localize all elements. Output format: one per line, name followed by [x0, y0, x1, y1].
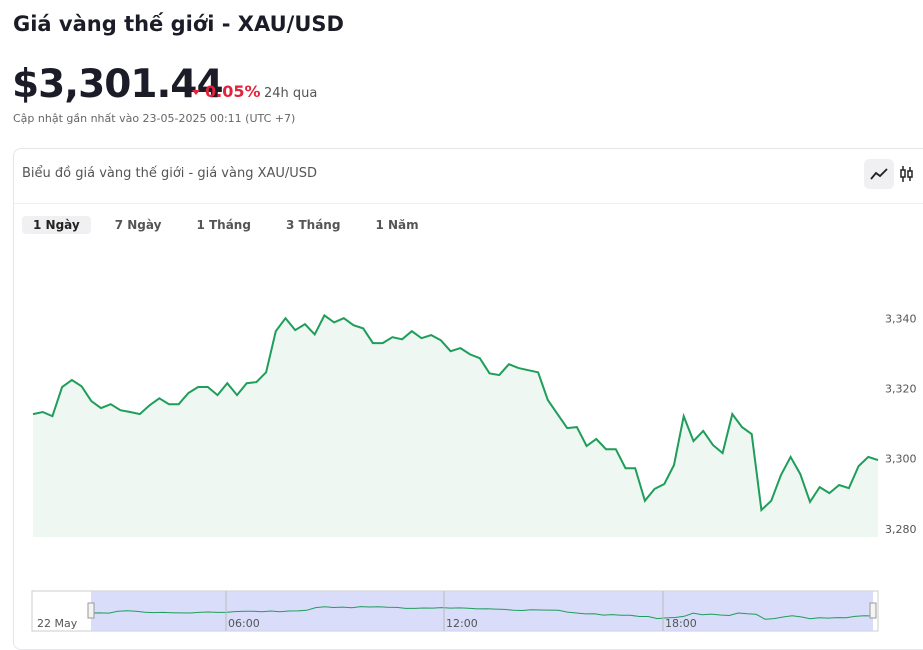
- line-icon: [870, 168, 888, 180]
- price-line: [32, 313, 879, 513]
- y-tick-label: 3,340: [885, 312, 917, 325]
- range-tab[interactable]: 1 Tháng: [196, 218, 251, 232]
- range-tab[interactable]: 7 Ngày: [114, 218, 162, 232]
- down-arrow: [192, 90, 200, 95]
- navigator-handle[interactable]: [869, 602, 877, 619]
- navigator-selection: [91, 591, 873, 631]
- change: 0.05%: [205, 82, 261, 101]
- y-tick-label: 3,300: [885, 453, 917, 466]
- y-tick-label: 3,280: [885, 523, 917, 536]
- navigator-handle[interactable]: [87, 602, 95, 619]
- candle-button[interactable]: [900, 166, 913, 182]
- navigator-label: 18:00: [665, 617, 697, 630]
- card-title: Biểu đồ giá vàng thế giới - giá vàng XAU…: [22, 166, 318, 181]
- separator: [14, 203, 923, 204]
- price: $3,301.44: [12, 62, 224, 107]
- line-chart-button[interactable]: [864, 159, 894, 189]
- range-tab[interactable]: 3 Tháng: [285, 218, 341, 232]
- range-tab[interactable]: 1 Ngày: [22, 216, 91, 234]
- updated-time: Cập nhật gần nhất vào 23-05-2025 00:11 (…: [13, 112, 296, 125]
- y-tick-label: 3,320: [885, 383, 917, 396]
- chart-type-toggle: [864, 159, 913, 189]
- page-title: Giá vàng thế giới - XAU/USD: [13, 12, 344, 36]
- change-period: 24h qua: [264, 86, 318, 101]
- navigator-label: 12:00: [446, 617, 478, 630]
- navigator-label: 06:00: [228, 617, 260, 630]
- range-tabs: 1 Ngày 7 Ngày 1 Tháng 3 Tháng 1 Năm: [22, 216, 443, 234]
- navigator-line: [90, 606, 874, 620]
- navigator-label: 22 May: [37, 617, 78, 630]
- area: [33, 315, 878, 537]
- range-tab[interactable]: 1 Năm: [375, 218, 419, 232]
